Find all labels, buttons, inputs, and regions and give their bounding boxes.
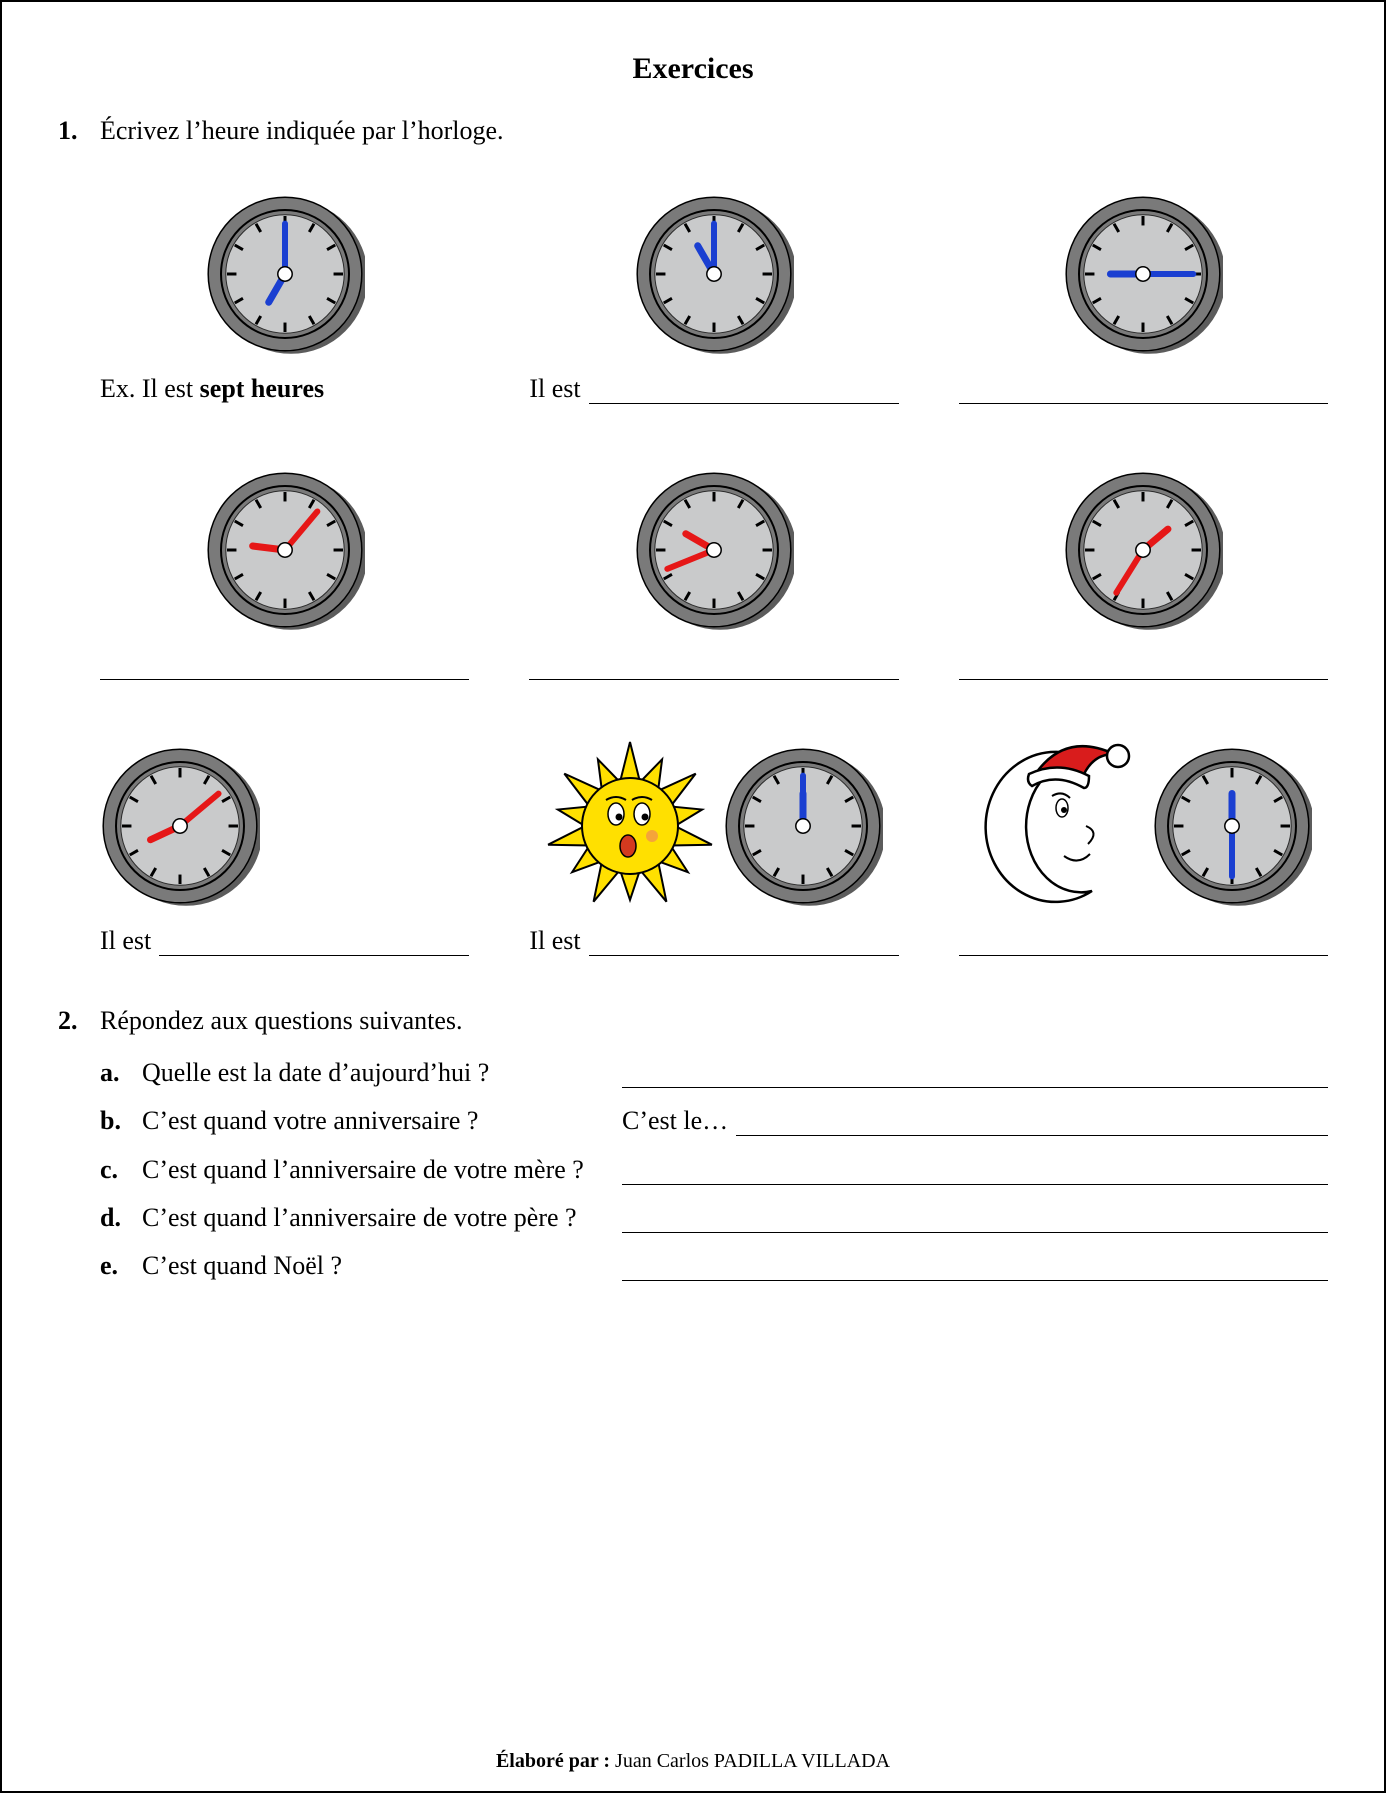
- clock-figure: [959, 164, 1328, 354]
- clock-cell: Il est: [529, 164, 898, 404]
- question-letter: b.: [100, 1106, 142, 1136]
- clock-figure: [100, 716, 469, 906]
- clock-grid: Ex. Il est sept heures Il est Il est Il e…: [100, 164, 1328, 956]
- answer-blank[interactable]: [736, 1104, 1328, 1136]
- footer-author: Juan Carlos PADILLA VILLADA: [615, 1750, 890, 1772]
- answer-blank[interactable]: [959, 924, 1328, 956]
- question-row: d.C’est quand l’anniversaire de votre pè…: [100, 1201, 1328, 1233]
- footer: Élaboré par : Juan Carlos PADILLA VILLAD…: [2, 1750, 1384, 1773]
- question-letter: e.: [100, 1251, 142, 1281]
- clock-cell: [959, 716, 1328, 956]
- answer-blank[interactable]: [622, 1201, 1328, 1233]
- clock-icon: [205, 470, 365, 630]
- answer-blank[interactable]: [159, 924, 469, 956]
- answer-blank[interactable]: [100, 648, 469, 680]
- question-text: C’est quand l’anniversaire de votre mère…: [142, 1155, 622, 1185]
- clock-cell: Ex. Il est sept heures: [100, 164, 469, 404]
- answer-blank[interactable]: [959, 648, 1328, 680]
- exercise-1-prompt: Écrivez l’heure indiquée par l’horloge.: [100, 116, 1328, 146]
- exercise-2-number: 2.: [58, 1006, 100, 1036]
- exercise-1-header: 1. Écrivez l’heure indiquée par l’horlog…: [58, 116, 1328, 146]
- caption-prefix: Il est: [100, 926, 151, 956]
- clock-figure: [529, 440, 898, 630]
- clock-caption: [100, 646, 469, 680]
- footer-label: Élaboré par :: [496, 1750, 615, 1772]
- question-answer: [622, 1152, 1328, 1184]
- question-answer: C’est le…: [622, 1104, 1328, 1136]
- exercise-2-prompt: Répondez aux questions suivantes.: [100, 1006, 1328, 1036]
- clock-cell: [529, 440, 898, 680]
- clock-icon: [634, 194, 794, 354]
- question-answer: [622, 1201, 1328, 1233]
- answer-blank[interactable]: [529, 648, 898, 680]
- moon-santa-icon: [974, 736, 1144, 906]
- page-title: Exercices: [58, 52, 1328, 86]
- question-letter: a.: [100, 1058, 142, 1088]
- clock-cell: [100, 440, 469, 680]
- answer-blank[interactable]: [622, 1152, 1328, 1184]
- clock-cell: [959, 440, 1328, 680]
- exercise-2-header: 2. Répondez aux questions suivantes.: [58, 1006, 1328, 1036]
- clock-figure: [529, 164, 898, 354]
- clock-icon: [1063, 194, 1223, 354]
- sun-icon: [545, 736, 715, 906]
- clock-icon: [205, 194, 365, 354]
- caption-prefix: Il est: [529, 926, 580, 956]
- clock-caption: Ex. Il est sept heures: [100, 370, 469, 404]
- clock-icon: [1063, 470, 1223, 630]
- question-text: C’est quand Noël ?: [142, 1251, 622, 1281]
- clock-caption: [529, 646, 898, 680]
- answer-blank[interactable]: [589, 924, 899, 956]
- question-answer: [622, 1249, 1328, 1281]
- answer-blank[interactable]: [622, 1056, 1328, 1088]
- question-letter: d.: [100, 1203, 142, 1233]
- clock-cell: [959, 164, 1328, 404]
- answer-blank[interactable]: [622, 1249, 1328, 1281]
- worksheet-page: Exercices 1. Écrivez l’heure indiquée pa…: [0, 0, 1386, 1793]
- exercise-1-number: 1.: [58, 116, 100, 146]
- question-row: c.C’est quand l’anniversaire de votre mè…: [100, 1152, 1328, 1184]
- clock-figure: [529, 716, 898, 906]
- clock-caption: [959, 922, 1328, 956]
- clock-caption: Il est: [100, 922, 469, 956]
- clock-caption: Il est: [529, 370, 898, 404]
- clock-figure: [959, 716, 1328, 906]
- question-text: C’est quand l’anniversaire de votre père…: [142, 1203, 622, 1233]
- clock-icon: [634, 470, 794, 630]
- clock-caption: Il est: [529, 922, 898, 956]
- clock-icon: [1152, 746, 1312, 906]
- clock-cell: Il est: [529, 716, 898, 956]
- question-list: a.Quelle est la date d’aujourd’hui ?b.C’…: [100, 1056, 1328, 1281]
- clock-caption: [959, 646, 1328, 680]
- clock-caption: [959, 370, 1328, 404]
- clock-figure: [959, 440, 1328, 630]
- question-text: Quelle est la date d’aujourd’hui ?: [142, 1058, 622, 1088]
- answer-prefix: C’est le…: [622, 1106, 728, 1136]
- question-answer: [622, 1056, 1328, 1088]
- clock-icon: [723, 746, 883, 906]
- question-row: a.Quelle est la date d’aujourd’hui ?: [100, 1056, 1328, 1088]
- clock-figure: [100, 440, 469, 630]
- answer-blank[interactable]: [959, 372, 1328, 404]
- caption-prefix: Il est: [529, 374, 580, 404]
- question-row: b.C’est quand votre anniversaire ?C’est …: [100, 1104, 1328, 1136]
- clock-cell: Il est: [100, 716, 469, 956]
- answer-blank[interactable]: [589, 372, 899, 404]
- clock-icon: [100, 746, 260, 906]
- clock-figure: [100, 164, 469, 354]
- question-text: C’est quand votre anniversaire ?: [142, 1106, 622, 1136]
- question-letter: c.: [100, 1155, 142, 1185]
- question-row: e.C’est quand Noël ?: [100, 1249, 1328, 1281]
- caption-prefix: Ex. Il est sept heures: [100, 374, 324, 404]
